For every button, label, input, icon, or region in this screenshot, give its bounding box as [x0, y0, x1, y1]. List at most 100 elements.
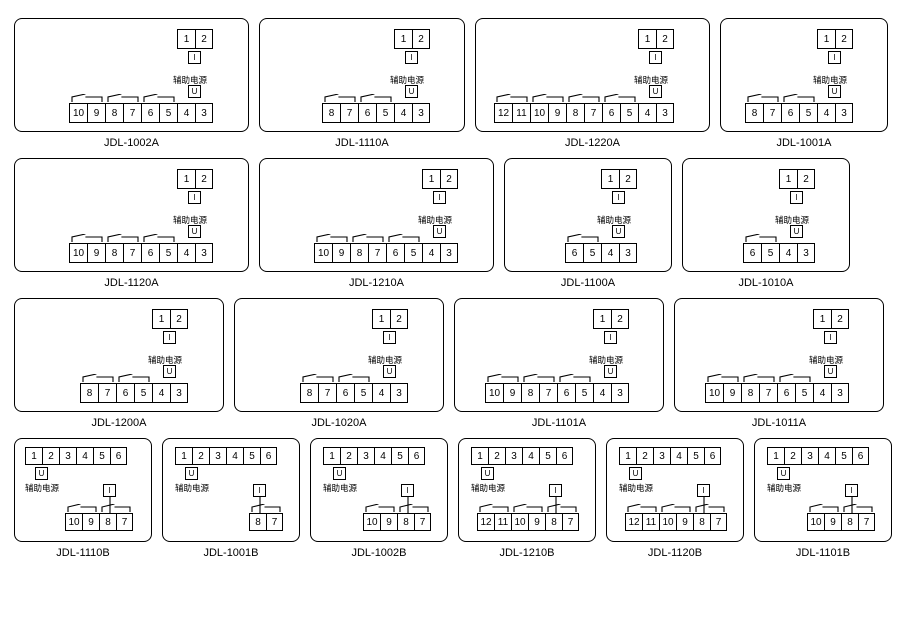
terminal-cell: 2 — [192, 447, 209, 465]
terminal-cell: 3 — [653, 447, 670, 465]
panel-caption: JDL-1020A — [235, 417, 443, 429]
terminal-cell: 9 — [528, 513, 545, 531]
terminal-cell: 6 — [141, 103, 159, 123]
terminal-cell: 8 — [105, 243, 123, 263]
panel-JDL-1100A: 12I辅助电源U6543JDL-1100A — [504, 158, 672, 272]
terminal-cell: 3 — [412, 103, 430, 123]
row-4: 123456U辅助电源I10987JDL-1110B123456U辅助电源I87… — [14, 438, 886, 542]
terminal-cell: 8 — [300, 383, 318, 403]
contact-mark — [532, 94, 564, 103]
terminal-cell: 11 — [512, 103, 530, 123]
panel-caption: JDL-1120B — [607, 547, 743, 559]
terminal-cell: 10 — [69, 103, 87, 123]
bottom-terminals: 109876543 — [485, 383, 629, 403]
terminal-cell: 8 — [521, 383, 539, 403]
panel-JDL-1210B: 123456U辅助电源I121110987JDL-1210B — [458, 438, 596, 542]
contact-mark — [783, 94, 815, 103]
contact-mark — [324, 94, 356, 103]
terminal-cell: 2 — [195, 169, 213, 189]
panel-JDL-1220A: 12I辅助电源U1211109876543JDL-1220A — [475, 18, 710, 132]
top-terminals: 12 — [394, 29, 430, 49]
terminal-cell: 1 — [638, 29, 656, 49]
contact-mark — [67, 504, 97, 513]
panel-JDL-1210A: 12I辅助电源U109876543JDL-1210A — [259, 158, 494, 272]
bottom-terminals: 87 — [249, 513, 283, 531]
terminal-cell: 8 — [322, 103, 340, 123]
u-box: U — [828, 85, 841, 98]
terminal-cell: 2 — [835, 29, 853, 49]
contact-mark — [695, 504, 725, 513]
terminal-cell: 7 — [98, 383, 116, 403]
terminal-cell: 12 — [625, 513, 642, 531]
u-box: U — [188, 225, 201, 238]
contact-mark — [71, 94, 103, 103]
panel-caption: JDL-1101A — [455, 417, 663, 429]
terminal-cell: 1 — [601, 169, 619, 189]
u-box: U — [790, 225, 803, 238]
terminal-cell: 4 — [226, 447, 243, 465]
terminal-cell: 1 — [177, 169, 195, 189]
terminal-cell: 4 — [670, 447, 687, 465]
terminal-cell: 10 — [530, 103, 548, 123]
terminal-cell: 5 — [354, 383, 372, 403]
contact-mark — [82, 374, 114, 383]
bottom-terminals: 876543 — [80, 383, 188, 403]
top-terminals: 12 — [422, 169, 458, 189]
terminal-cell: 7 — [562, 513, 579, 531]
panel-caption: JDL-1001B — [163, 547, 299, 559]
terminal-cell: 9 — [548, 103, 566, 123]
terminal-cell: 7 — [759, 383, 777, 403]
terminal-cell: 2 — [636, 447, 653, 465]
terminal-cell: 2 — [831, 309, 849, 329]
terminal-cell: 4 — [152, 383, 170, 403]
terminal-cell: 9 — [332, 243, 350, 263]
contact-mark — [338, 374, 370, 383]
top-terminals: 12 — [152, 309, 188, 329]
diagram-grid: 12I辅助电源U109876543JDL-1002A12I辅助电源U876543… — [0, 0, 900, 623]
contact-mark — [779, 374, 811, 383]
terminal-cell: 3 — [170, 383, 188, 403]
terminal-cell: 3 — [195, 243, 213, 263]
terminal-cell: 1 — [175, 447, 192, 465]
contact-mark — [747, 94, 779, 103]
top-terminals: 12 — [779, 169, 815, 189]
terminal-cell: 1 — [422, 169, 440, 189]
terminal-cell: 2 — [488, 447, 505, 465]
terminal-cell: 7 — [123, 243, 141, 263]
terminal-cell: 4 — [638, 103, 656, 123]
terminal-cell: 6 — [336, 383, 354, 403]
i-box: I — [828, 51, 841, 64]
terminal-cell: 8 — [741, 383, 759, 403]
terminal-cell: 6 — [408, 447, 425, 465]
terminal-cell: 3 — [831, 383, 849, 403]
panel-caption: JDL-1110B — [15, 547, 151, 559]
terminal-cell: 2 — [797, 169, 815, 189]
terminal-cell: 10 — [807, 513, 824, 531]
terminal-cell: 10 — [363, 513, 380, 531]
terminal-cell: 5 — [539, 447, 556, 465]
contact-mark — [107, 94, 139, 103]
terminal-cell: 4 — [76, 447, 93, 465]
terminal-cell: 6 — [704, 447, 721, 465]
terminal-cell: 2 — [784, 447, 801, 465]
contact-mark — [661, 504, 691, 513]
contact-mark — [487, 374, 519, 383]
terminal-cell: 2 — [656, 29, 674, 49]
bottom-terminals: 10987 — [807, 513, 875, 531]
terminal-cell: 5 — [243, 447, 260, 465]
contact-mark — [496, 94, 528, 103]
terminal-cell: 1 — [779, 169, 797, 189]
i-box: I — [824, 331, 837, 344]
u-box: U — [604, 365, 617, 378]
terminal-cell: 8 — [545, 513, 562, 531]
panel-JDL-1001B: 123456U辅助电源I87JDL-1001B — [162, 438, 300, 542]
i-box: I — [188, 51, 201, 64]
terminal-cell: 2 — [619, 169, 637, 189]
terminal-cell: 10 — [65, 513, 82, 531]
contact-mark — [143, 94, 175, 103]
contact-mark — [316, 234, 348, 243]
terminal-cell: 3 — [195, 103, 213, 123]
contact-mark — [251, 504, 281, 513]
aux-power-label: 辅助电源 — [471, 482, 505, 494]
terminal-cell: 3 — [440, 243, 458, 263]
